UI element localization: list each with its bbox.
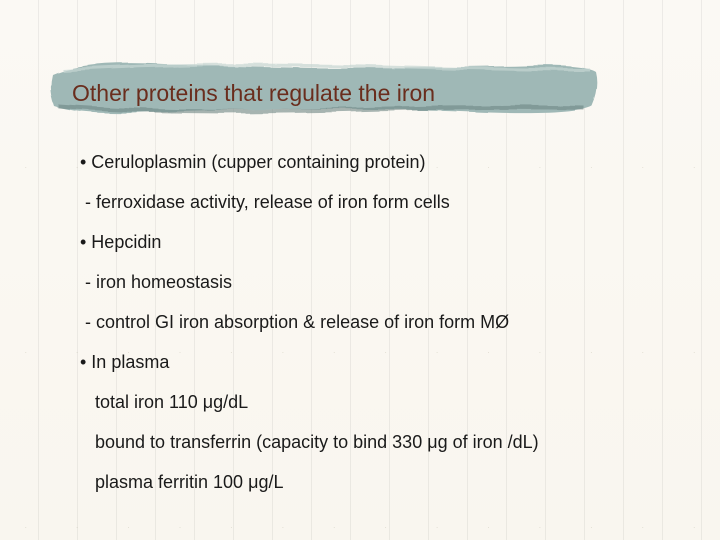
body-line: - control GI iron absorption & release o… — [80, 312, 509, 333]
body-line: - ferroxidase activity, release of iron … — [80, 192, 450, 213]
slide-title: Other proteins that regulate the iron — [72, 80, 435, 107]
body-line: bound to transferrin (capacity to bind 3… — [80, 432, 539, 453]
texture-dots: .............. — [0, 520, 720, 530]
body-line: total iron 110 μg/dL — [80, 392, 248, 413]
body-line: • Ceruloplasmin (cupper containing prote… — [80, 152, 425, 173]
body-line: • In plasma — [80, 352, 169, 373]
body-line: - iron homeostasis — [80, 272, 232, 293]
body-line: • Hepcidin — [80, 232, 161, 253]
body-line: plasma ferritin 100 μg/L — [80, 472, 283, 493]
